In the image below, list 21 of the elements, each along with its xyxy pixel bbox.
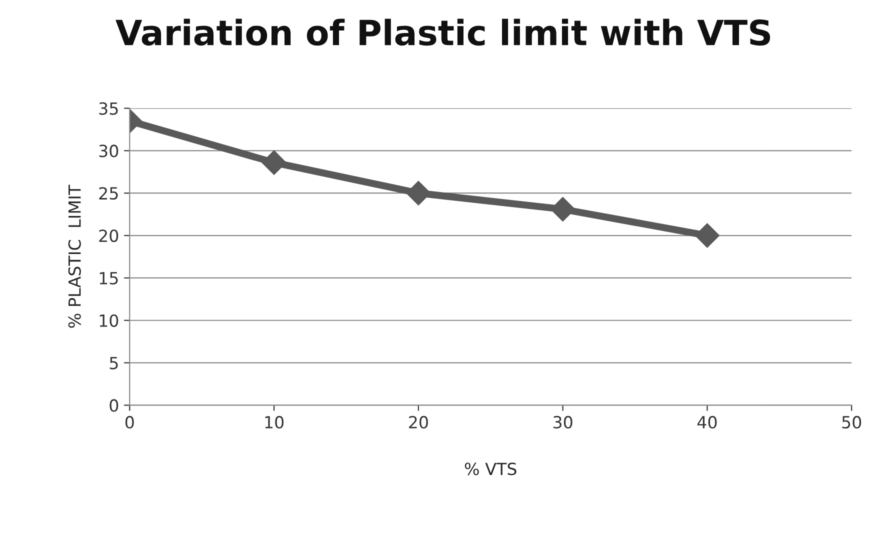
x-tick-label: 0	[125, 416, 134, 429]
y-tick-label: 10	[100, 314, 118, 327]
y-tick-label: 0	[110, 399, 118, 412]
point	[694, 223, 720, 248]
point	[262, 150, 286, 175]
x-tick-label: 50	[842, 416, 862, 429]
x-tick-label: 20	[409, 416, 428, 429]
y-axis-title: % PLASTIC LIMIT	[68, 184, 81, 328]
x-tick-label: 10	[265, 416, 284, 429]
y-tick-label: 35	[99, 102, 118, 115]
point	[406, 180, 431, 206]
y-tick-label: 20	[99, 229, 118, 242]
y-tick-label: 15	[100, 272, 118, 285]
y-tick-label: 5	[110, 356, 118, 370]
x-tick-label: 30	[553, 416, 572, 429]
x-tick-label: 40	[697, 416, 717, 429]
x-axis-title: % VTS	[464, 462, 516, 476]
y-tick-label: 25	[99, 187, 118, 200]
point	[550, 196, 576, 222]
y-tick-label: 30	[99, 144, 118, 158]
chart-title: Variation of Plastic limit with VTS	[116, 18, 770, 46]
